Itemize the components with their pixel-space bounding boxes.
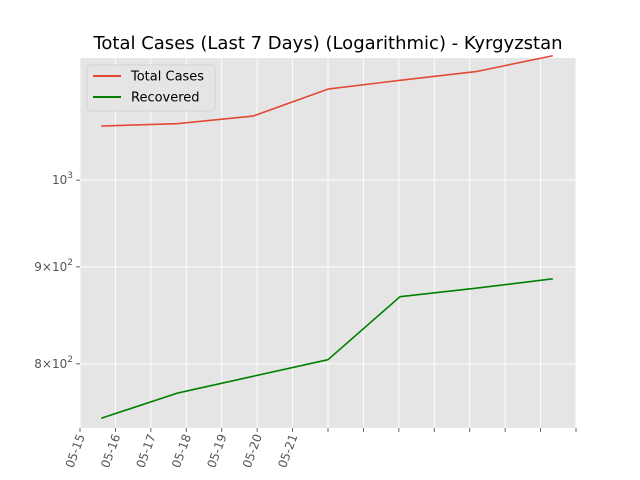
x-tick-label: 05-17 (134, 432, 159, 470)
legend: Total Cases Recovered (86, 64, 216, 112)
x-tick-label: 05-15 (63, 432, 88, 470)
x-tick-label: 05-16 (98, 432, 123, 470)
x-tick-label: 05-19 (204, 432, 229, 470)
x-tick-label: 05-21 (275, 432, 300, 470)
grid (79, 58, 577, 428)
y-tick-label: 103 (52, 171, 73, 187)
legend-label-recovered: Recovered (131, 91, 200, 106)
y-tick-label: 8×102 (34, 355, 73, 371)
y-tick-label: 9×102 (34, 258, 73, 274)
x-tick-label: 05-20 (240, 432, 265, 470)
series-line-1 (100, 278, 553, 420)
series-line-0 (101, 54, 553, 127)
chart-title: Total Cases (Last 7 Days) (Logarithmic) … (92, 33, 562, 54)
x-tick-label: 05-18 (169, 432, 194, 470)
series-layer (100, 54, 553, 420)
legend-label-total-cases: Total Cases (130, 70, 204, 85)
